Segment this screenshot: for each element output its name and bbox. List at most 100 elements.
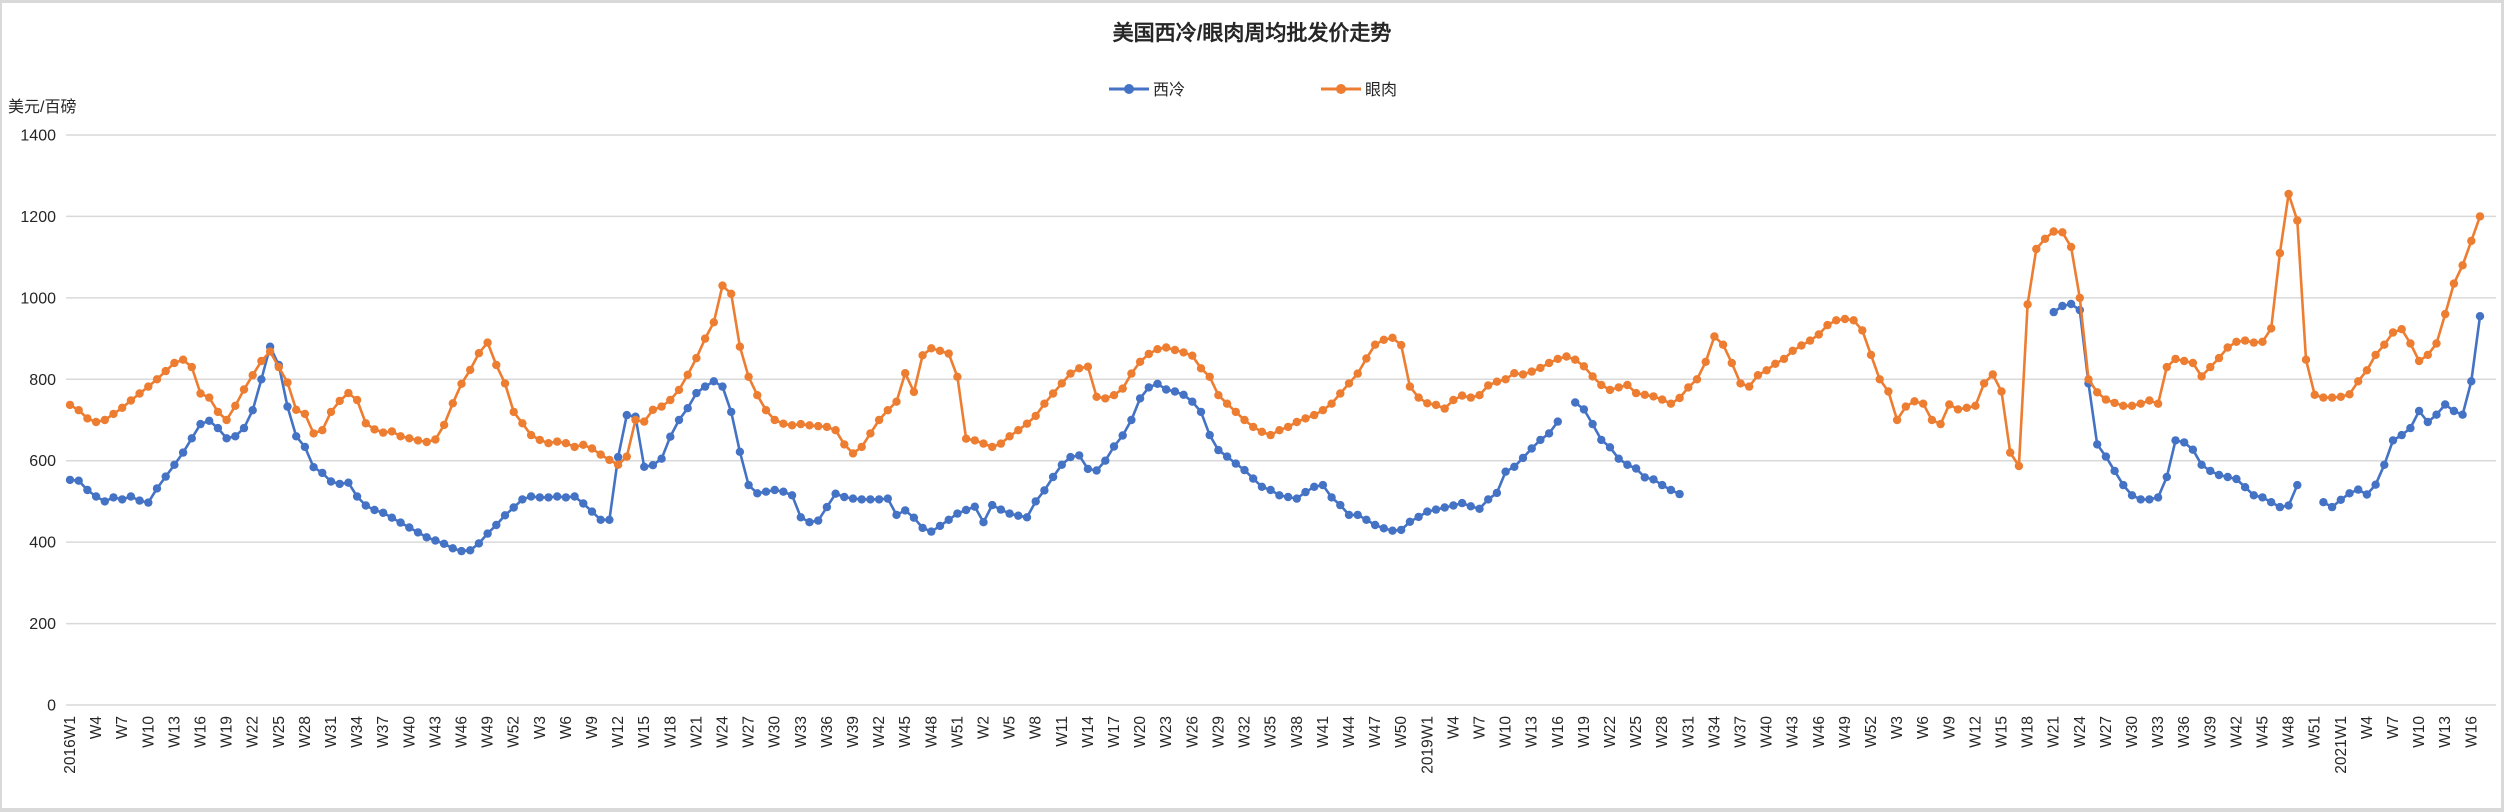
ribeye-point bbox=[1753, 371, 1763, 380]
ribeye-point bbox=[666, 395, 675, 405]
sirloin-point bbox=[1457, 498, 1467, 508]
legend-item-sirloin[interactable]: 西冷 bbox=[1109, 81, 1185, 99]
sirloin-point bbox=[292, 432, 301, 441]
sirloin-point bbox=[779, 487, 788, 496]
window-border-bottom bbox=[0, 808, 2504, 812]
ribeye-point bbox=[1858, 326, 1867, 335]
ribeye-point bbox=[439, 420, 449, 430]
sirloin-point bbox=[1571, 398, 1580, 407]
sirloin-point bbox=[2319, 498, 2328, 507]
sirloin-point bbox=[814, 516, 823, 525]
x-tick-label: W18 bbox=[2020, 716, 2037, 748]
sirloin-point bbox=[1388, 526, 1397, 535]
ribeye-point bbox=[674, 385, 684, 395]
sirloin-point bbox=[387, 513, 397, 522]
legend-item-ribeye[interactable]: 眼肉 bbox=[1321, 81, 1397, 99]
sirloin-point bbox=[74, 476, 83, 485]
sirloin-point bbox=[187, 434, 196, 443]
ribeye-point bbox=[283, 378, 292, 387]
sirloin-point bbox=[935, 521, 945, 531]
sirloin-point bbox=[1127, 415, 1136, 425]
sirloin-point bbox=[492, 520, 501, 530]
ribeye-point bbox=[1571, 355, 1580, 364]
sirloin-point bbox=[2153, 493, 2163, 502]
ribeye-point bbox=[2310, 390, 2319, 399]
ribeye-point bbox=[2127, 401, 2137, 410]
ribeye-point bbox=[1805, 336, 1815, 345]
ribeye-point bbox=[1562, 352, 1571, 361]
sirloin-point bbox=[1031, 497, 1040, 506]
x-tick-label: W24 bbox=[715, 716, 732, 748]
ribeye-point bbox=[744, 372, 753, 381]
x-tick-label: W22 bbox=[1602, 716, 1619, 748]
ribeye-point bbox=[100, 415, 110, 425]
sirloin-point bbox=[613, 452, 623, 462]
ribeye-point bbox=[213, 407, 223, 417]
sirloin-point bbox=[1214, 445, 1223, 455]
sirloin-point bbox=[1040, 486, 1049, 495]
ribeye-point bbox=[553, 437, 562, 446]
ribeye-point bbox=[178, 355, 188, 364]
ribeye-point bbox=[1910, 397, 1919, 406]
ribeye-point bbox=[2475, 212, 2485, 221]
sirloin-point bbox=[1588, 419, 1597, 429]
x-tick-label: 2019W1 bbox=[1419, 716, 1436, 774]
ribeye-point bbox=[1135, 357, 1145, 366]
x-tick-label: W43 bbox=[1785, 716, 1802, 748]
sirloin-point bbox=[2336, 495, 2345, 504]
x-tick-label: W33 bbox=[2150, 716, 2167, 748]
x-tick-label: W21 bbox=[688, 716, 705, 748]
ribeye-point bbox=[935, 346, 945, 355]
y-tick-label: 800 bbox=[29, 372, 56, 389]
ribeye-point bbox=[1188, 351, 1197, 360]
sirloin-point bbox=[213, 423, 223, 433]
sirloin-point bbox=[344, 478, 353, 487]
ribeye-point bbox=[1518, 370, 1528, 379]
ribeye-point bbox=[761, 406, 771, 415]
ribeye-point bbox=[814, 421, 823, 431]
sirloin-point bbox=[1440, 503, 1449, 512]
sirloin-point bbox=[1336, 500, 1345, 510]
sirloin-point bbox=[2197, 460, 2206, 469]
sirloin-point bbox=[1266, 485, 1275, 495]
sirloin-point bbox=[657, 454, 666, 463]
sirloin-point bbox=[1423, 507, 1432, 516]
sirloin-point bbox=[961, 505, 971, 515]
series-sirloin bbox=[65, 299, 2485, 556]
ribeye-point bbox=[1266, 430, 1275, 440]
sirloin-point bbox=[457, 546, 466, 556]
x-tick-label: W40 bbox=[1759, 716, 1776, 748]
sirloin-point bbox=[1649, 475, 1658, 484]
x-tick-label: W50 bbox=[1393, 716, 1410, 748]
sirloin-point bbox=[1292, 494, 1302, 503]
sirloin-point bbox=[439, 539, 449, 548]
ribeye-point bbox=[1205, 372, 1214, 381]
x-tick-label: W40 bbox=[401, 716, 418, 748]
ribeye-point bbox=[457, 379, 466, 388]
ribeye-point bbox=[918, 351, 927, 360]
sirloin-point bbox=[2058, 301, 2067, 311]
ribeye-point bbox=[431, 435, 440, 444]
ribeye-point bbox=[335, 396, 344, 406]
y-axis-unit-label: 美元/百磅 bbox=[8, 98, 76, 116]
sirloin-point bbox=[2467, 377, 2476, 386]
sirloin-point bbox=[1484, 495, 1493, 504]
ribeye-point bbox=[248, 371, 257, 380]
x-tick-label: W38 bbox=[1289, 716, 1306, 748]
x-tick-label: W47 bbox=[1367, 716, 1384, 748]
y-tick-label: 200 bbox=[29, 616, 56, 633]
ribeye-point bbox=[1066, 369, 1075, 378]
ribeye-point bbox=[1257, 427, 1267, 436]
ribeye-point bbox=[187, 362, 196, 372]
sirloin-point bbox=[1283, 492, 1293, 502]
sirloin-point bbox=[1614, 454, 1623, 463]
sirloin-point bbox=[988, 500, 997, 510]
sirloin-point bbox=[1257, 482, 1267, 491]
x-tick-label: W30 bbox=[767, 716, 784, 748]
sirloin-point bbox=[927, 527, 936, 536]
ribeye-point bbox=[1214, 391, 1223, 400]
ribeye-point bbox=[1492, 377, 1502, 386]
sirloin-point bbox=[205, 416, 214, 425]
sirloin-point bbox=[370, 505, 379, 515]
sirloin-point bbox=[787, 491, 797, 500]
